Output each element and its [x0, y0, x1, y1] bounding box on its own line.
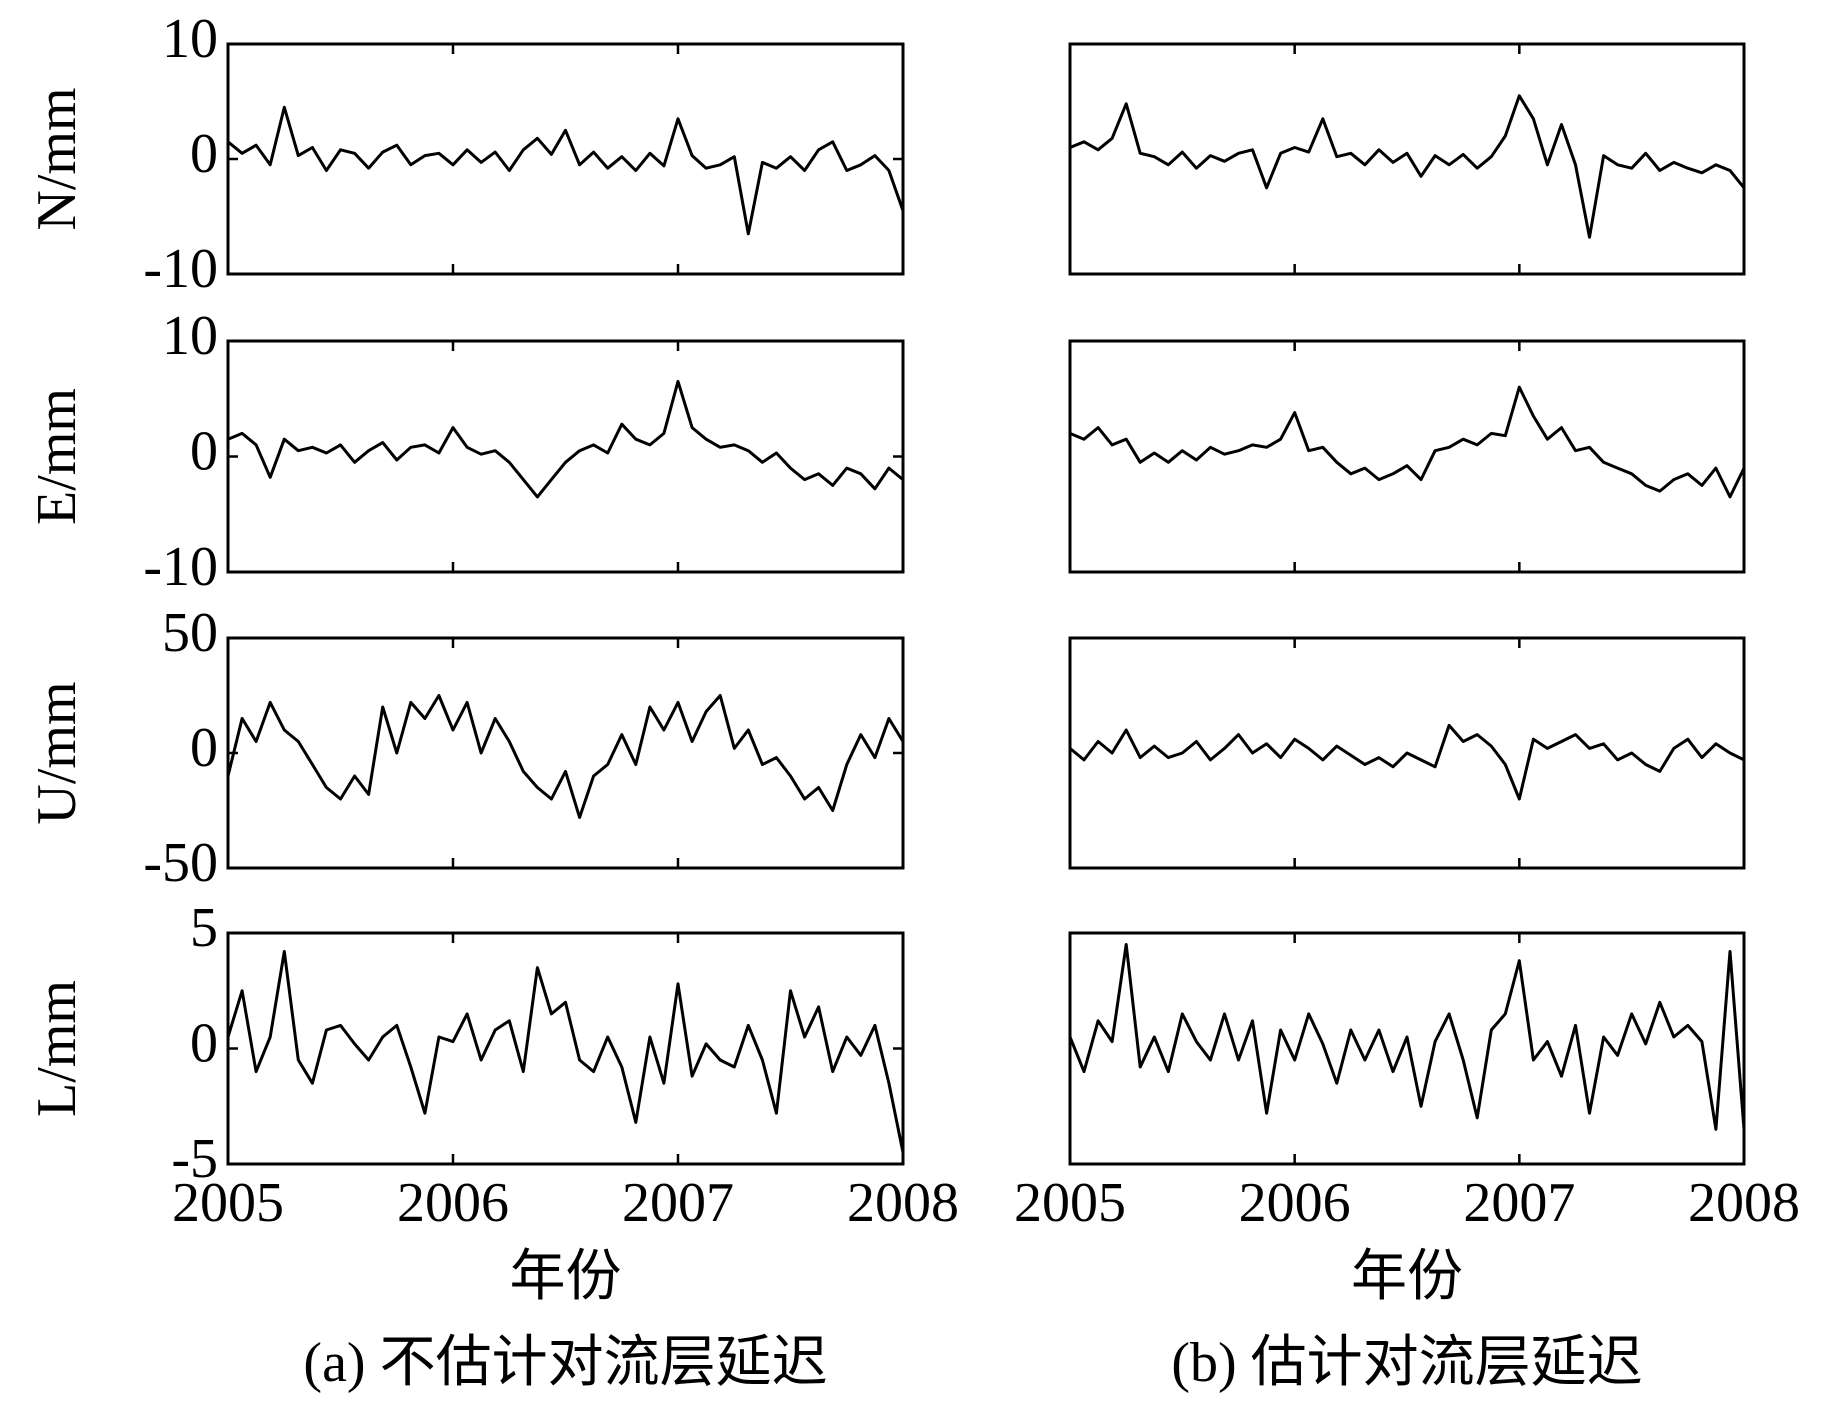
x-tick-label: 2008	[847, 1172, 959, 1234]
x-tick-label: 2008	[1688, 1172, 1800, 1234]
x-tick-label: 2005	[1014, 1172, 1126, 1234]
y-tick-label: -10	[143, 238, 218, 300]
plot-frame	[1068, 42, 1746, 276]
data-line	[1069, 723, 1745, 801]
x-tick-label: 2007	[622, 1172, 734, 1234]
y-axis-label: L/mm	[26, 980, 88, 1117]
y-tick-label: 0	[190, 717, 218, 779]
plot-frame	[1068, 931, 1746, 1166]
y-axis-label: U/mm	[26, 681, 88, 824]
data-line	[227, 379, 904, 499]
plot-frame	[226, 931, 905, 1166]
panel-caption: (a) 不估计对流层延迟	[303, 1332, 827, 1394]
y-tick-label: 50	[162, 602, 218, 664]
y-tick-label: 0	[190, 123, 218, 185]
x-axis-label: 年份	[1351, 1246, 1463, 1308]
data-line	[1069, 94, 1746, 239]
plot-frame	[1068, 636, 1746, 870]
data-line	[226, 694, 905, 819]
y-tick-label: -5	[171, 1128, 218, 1190]
data-line	[1068, 943, 1746, 1131]
data-line	[227, 105, 905, 236]
y-axis-label: N/mm	[26, 87, 88, 230]
y-tick-label: -10	[143, 536, 218, 598]
x-tick-label: 2006	[397, 1172, 509, 1234]
data-line	[226, 950, 905, 1153]
data-line	[1069, 385, 1746, 499]
plot-frame	[226, 42, 905, 276]
y-tick-label: 10	[162, 8, 218, 70]
y-tick-label: 0	[190, 420, 218, 482]
plot-frame	[1068, 339, 1746, 574]
plot-frame	[226, 636, 905, 870]
x-tick-label: 2007	[1463, 1172, 1575, 1234]
x-tick-label: 2005	[172, 1172, 284, 1234]
y-tick-label: 0	[190, 1012, 218, 1074]
y-tick-label: 10	[162, 305, 218, 367]
x-tick-label: 2006	[1239, 1172, 1351, 1234]
x-axis-label: 年份	[510, 1246, 622, 1308]
plot-frame	[226, 339, 905, 574]
y-axis-label: E/mm	[26, 388, 88, 525]
y-tick-label: -50	[143, 832, 218, 894]
y-tick-label: 5	[190, 897, 218, 959]
panel-caption: (b) 估计对流层延迟	[1171, 1332, 1642, 1394]
